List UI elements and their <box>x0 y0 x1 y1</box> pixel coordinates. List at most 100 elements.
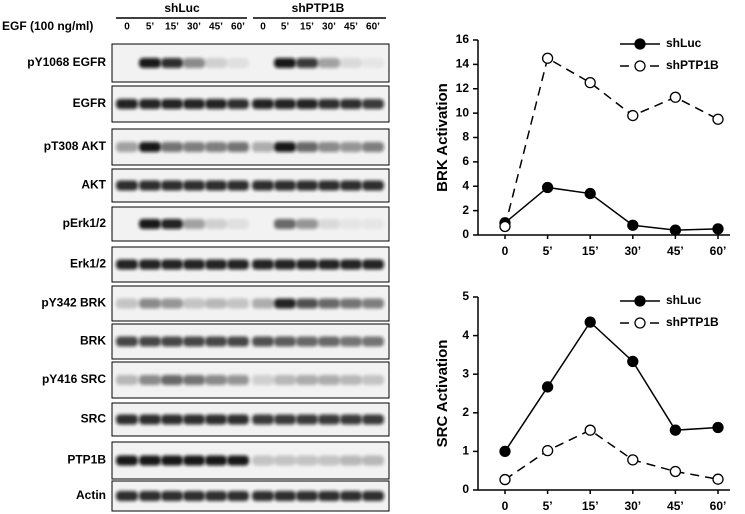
data-point <box>669 91 682 103</box>
blot-band <box>362 298 384 309</box>
x-tick-label: 45’ <box>667 499 684 513</box>
blot-band <box>161 375 183 385</box>
blot-band <box>252 99 274 109</box>
blot-band <box>116 99 138 109</box>
blot-band <box>362 336 384 347</box>
series-line <box>504 320 719 452</box>
blot-row-label: pY416 SRC <box>42 372 106 386</box>
legend-label: shPTP1B <box>666 58 719 72</box>
y-tick-label: 16 <box>456 32 470 46</box>
blot-band <box>362 180 384 191</box>
blot-band <box>340 142 362 152</box>
blot-band <box>296 336 318 347</box>
blot-band <box>318 142 340 152</box>
blot-band <box>116 298 138 309</box>
blot-band <box>116 375 138 385</box>
data-point <box>499 473 511 486</box>
blot-band <box>296 99 318 109</box>
blot-band <box>274 455 296 466</box>
blot-row-label: Erk1/2 <box>70 257 106 271</box>
blot-band <box>227 219 249 229</box>
data-point <box>712 473 724 485</box>
blot-band <box>362 259 384 270</box>
data-point <box>584 316 596 328</box>
x-tick-label: 30’ <box>624 244 641 258</box>
blot-band <box>161 259 183 270</box>
blot-band <box>340 491 362 501</box>
blot-band <box>205 455 227 466</box>
y-tick-label: 6 <box>462 154 469 168</box>
y-tick-label: 8 <box>462 130 469 144</box>
blot-band <box>318 99 340 109</box>
legend-label: shLuc <box>666 293 702 307</box>
legend-label: shLuc <box>666 36 702 50</box>
blot-band <box>116 142 138 152</box>
data-point <box>669 424 682 436</box>
timepoint-label: 0 <box>260 22 266 33</box>
blot-band <box>296 298 318 309</box>
blot-row-label: Actin <box>76 488 106 502</box>
blot-band <box>227 455 249 466</box>
blot-band <box>227 180 249 191</box>
blot-band <box>161 414 183 425</box>
blot-band <box>161 99 183 109</box>
blot-band <box>183 58 205 68</box>
blot-band <box>183 259 205 270</box>
blot-band <box>252 375 274 385</box>
legend-marker <box>634 38 646 50</box>
data-point <box>541 444 554 457</box>
blot-band <box>116 336 138 347</box>
blot-band <box>340 336 362 347</box>
x-tick-label: 45’ <box>667 244 684 258</box>
blot-band <box>139 375 161 385</box>
blot-band <box>340 219 362 229</box>
series-line <box>504 186 719 231</box>
series-line <box>504 429 719 481</box>
blot-band <box>274 491 296 501</box>
blot-band <box>205 58 227 68</box>
blot-band <box>296 219 318 229</box>
blot-band <box>252 414 274 425</box>
data-point <box>627 355 639 368</box>
blot-band <box>340 455 362 466</box>
blot-band <box>274 259 296 270</box>
blot-band <box>340 58 362 68</box>
blot-band <box>274 219 296 229</box>
blot-band <box>116 180 138 191</box>
blot-band <box>362 414 384 425</box>
y-tick-label: 14 <box>456 57 470 71</box>
data-point <box>627 219 639 231</box>
blot-band <box>139 298 161 309</box>
blot-band <box>296 414 318 425</box>
blot-band <box>340 180 362 191</box>
timepoint-label: 30’ <box>322 22 336 33</box>
blot-band <box>296 375 318 385</box>
blot-row-label: pT308 AKT <box>44 139 107 153</box>
blot-band <box>274 99 296 109</box>
blot-band <box>252 298 274 309</box>
group-label: shPTP1B <box>292 1 345 15</box>
data-point <box>499 445 511 458</box>
blot-band <box>227 142 249 152</box>
y-tick-label: 5 <box>462 289 469 303</box>
blot-band <box>362 375 384 385</box>
blot-band <box>296 180 318 191</box>
blot-band <box>205 414 227 425</box>
blot-band <box>205 219 227 229</box>
blot-band <box>183 336 205 347</box>
blot-band <box>318 58 340 68</box>
blot-band <box>205 180 227 191</box>
treatment-label: EGF (100 ng/ml) <box>2 19 93 33</box>
blot-band <box>116 414 138 425</box>
blot-band <box>205 375 227 385</box>
blot-band <box>252 455 274 466</box>
x-tick-label: 60’ <box>710 244 727 258</box>
x-tick-label: 0 <box>502 244 509 258</box>
blot-row-label: pY1068 EGFR <box>27 55 106 69</box>
timepoint-label: 5’ <box>146 22 155 33</box>
blot-band <box>227 58 249 68</box>
blot-band <box>227 298 249 309</box>
blot-band <box>227 336 249 347</box>
y-tick-label: 4 <box>462 328 469 342</box>
y-tick-label: 1 <box>462 444 469 458</box>
